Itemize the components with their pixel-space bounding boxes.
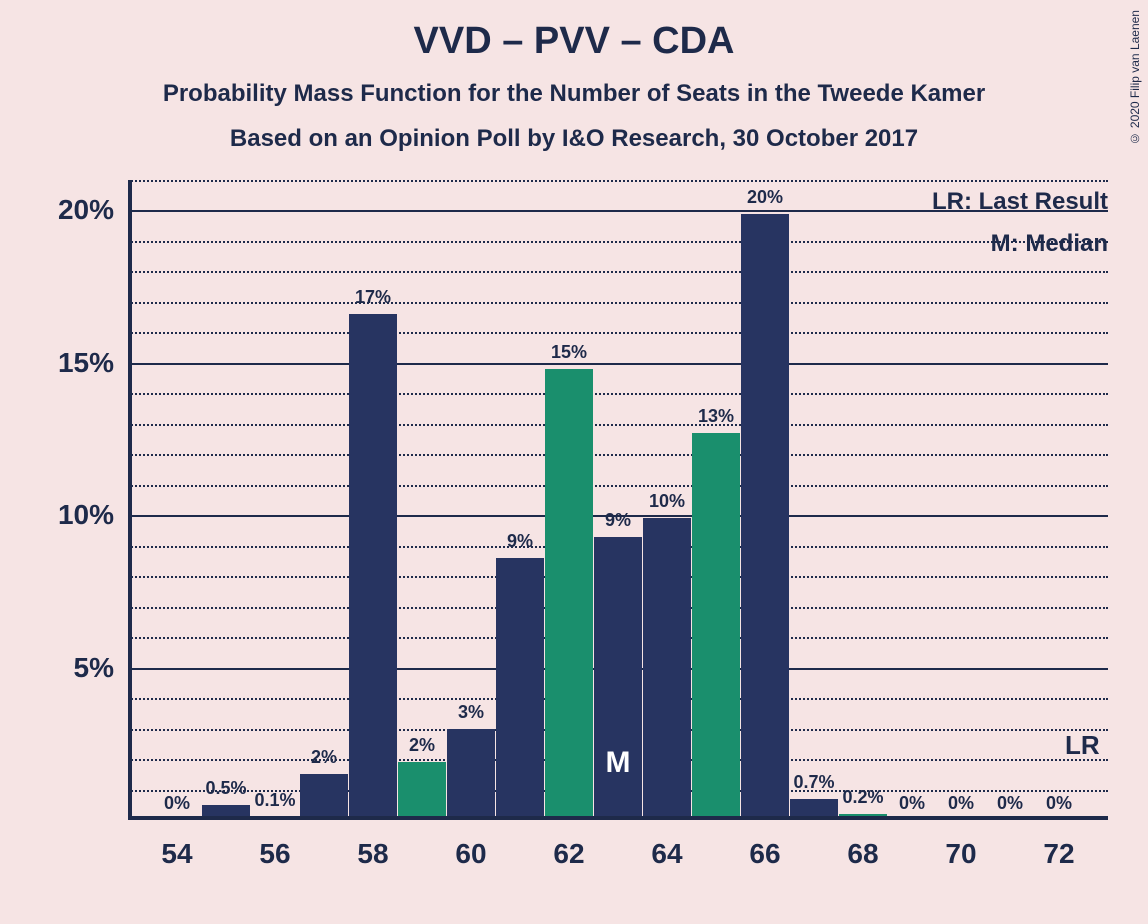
- y-tick-label: 5%: [0, 652, 114, 684]
- bar-value-label: 0%: [948, 793, 974, 814]
- bar-value-label: 13%: [698, 406, 734, 427]
- bar: [447, 729, 495, 820]
- bar: [643, 518, 691, 820]
- grid-major: [128, 363, 1108, 365]
- chart-subtitle-1: Probability Mass Function for the Number…: [0, 80, 1148, 108]
- bar-value-label: 0.2%: [842, 787, 883, 808]
- bar: [692, 433, 740, 820]
- grid-minor: [128, 485, 1108, 487]
- grid-minor: [128, 241, 1108, 243]
- bar-value-label: 2%: [409, 735, 435, 756]
- bar-value-label: 9%: [507, 531, 533, 552]
- bar: [496, 558, 544, 820]
- chart-canvas: © 2020 Filip van Laenen VVD – PVV – CDA …: [0, 0, 1148, 924]
- x-tick-label: 54: [161, 838, 192, 870]
- legend-median: M: Median: [991, 230, 1108, 258]
- x-tick-label: 58: [357, 838, 388, 870]
- x-tick-label: 70: [945, 838, 976, 870]
- bar-value-label: 0%: [164, 793, 190, 814]
- bar: [349, 314, 397, 820]
- grid-minor: [128, 454, 1108, 456]
- grid-minor: [128, 271, 1108, 273]
- bar-value-label: 0%: [1046, 793, 1072, 814]
- grid-minor: [128, 424, 1108, 426]
- grid-minor: [128, 393, 1108, 395]
- x-tick-label: 68: [847, 838, 878, 870]
- bar-value-label: 3%: [458, 702, 484, 723]
- y-tick-label: 20%: [0, 194, 114, 226]
- x-axis-line: [128, 816, 1108, 820]
- bar: [741, 214, 789, 820]
- bar-value-label: 9%: [605, 510, 631, 531]
- plot-area: 0% 0.5% 0.1% 2% 17% 2% 3% 9% 15% 9% M 10% 13% 20% 0.7%…: [128, 180, 1108, 820]
- grid-minor: [128, 302, 1108, 304]
- bar-value-label: 17%: [355, 287, 391, 308]
- bar-value-label: 0.7%: [793, 772, 834, 793]
- bar-value-label: 0.1%: [254, 790, 295, 811]
- y-tick-label: 10%: [0, 499, 114, 531]
- bar-value-label: 0%: [899, 793, 925, 814]
- bar: [300, 774, 348, 820]
- bar-value-label: 0%: [997, 793, 1023, 814]
- median-marker: M: [606, 746, 631, 780]
- bar-value-label: 2%: [311, 747, 337, 768]
- x-tick-label: 62: [553, 838, 584, 870]
- bar-value-label: 0.5%: [205, 778, 246, 799]
- x-tick-label: 64: [651, 838, 682, 870]
- x-tick-label: 66: [749, 838, 780, 870]
- x-tick-label: 72: [1043, 838, 1074, 870]
- x-tick-label: 60: [455, 838, 486, 870]
- grid-minor: [128, 332, 1108, 334]
- bar: [545, 369, 593, 820]
- y-axis-line: [128, 180, 132, 820]
- chart-subtitle-2: Based on an Opinion Poll by I&O Research…: [0, 125, 1148, 153]
- legend-last-result: LR: Last Result: [932, 188, 1108, 216]
- chart-title: VVD – PVV – CDA: [0, 20, 1148, 63]
- bar-value-label: 15%: [551, 342, 587, 363]
- bar: [398, 762, 446, 820]
- bar-value-label: 20%: [747, 187, 783, 208]
- y-tick-label: 15%: [0, 347, 114, 379]
- grid-minor: [128, 180, 1108, 182]
- last-result-marker: LR: [1065, 730, 1100, 761]
- bar-value-label: 10%: [649, 491, 685, 512]
- x-tick-label: 56: [259, 838, 290, 870]
